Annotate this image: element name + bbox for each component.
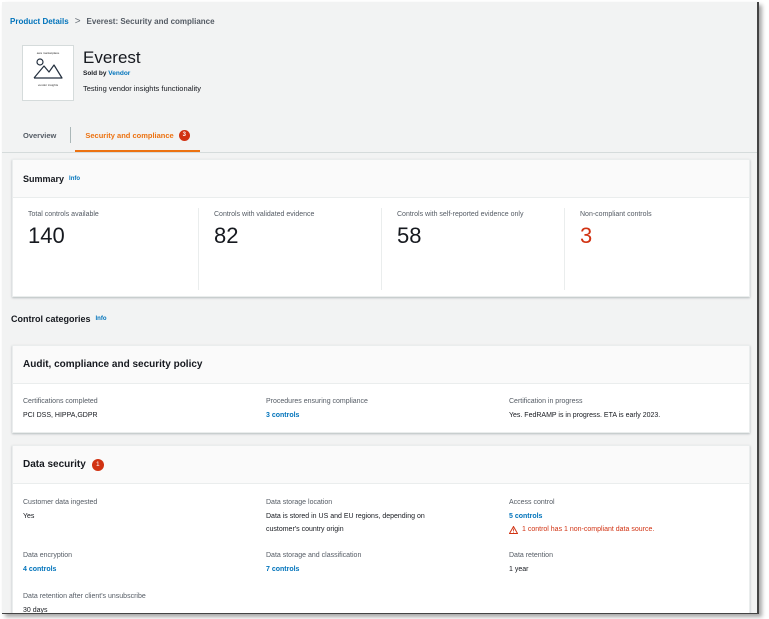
field-label: Certification in progress [509,398,583,405]
metric-non-compliant: Non-compliant controls 3 [564,208,749,290]
tab-divider [70,127,72,143]
encryption-controls-link[interactable]: 4 controls [23,566,57,573]
field-data-storage-classification: Data storage and classification 7 contro… [266,550,361,575]
field-label: Access control [509,499,555,506]
field-label: Data storage location [266,499,333,506]
field-access-control: Access control 5 controls 1 control has … [509,497,654,535]
field-label: Customer data ingested [23,499,98,506]
page-frame: Product Details > Everest: Security and … [2,2,759,614]
field-label: Data retention [509,552,553,559]
audit-compliance-card: Audit, compliance and security policy Ce… [12,345,750,433]
metric-label: Controls with self-reported evidence onl… [397,211,524,218]
field-procedures-compliance: Procedures ensuring compliance 3 control… [266,396,368,421]
breadcrumb-current: Everest: Security and compliance [86,17,215,26]
tab-count-badge: 3 [178,129,190,141]
tab-overview[interactable]: Overview [9,118,70,152]
field-value-line2: customer's country origin [266,526,344,533]
data-security-badge: 1 [91,458,104,471]
field-label: Procedures ensuring compliance [266,398,368,405]
warning-text: 1 control has 1 non-compliant data sourc… [522,526,655,533]
data-security-title: Data security [23,459,86,470]
field-data-storage-location: Data storage location Data is stored in … [266,497,425,535]
tab-security-label: Security and compliance [85,130,174,140]
metric-value: 3 [580,223,593,248]
summary-info-link[interactable]: Info [69,175,81,182]
field-value: 30 days [23,607,48,614]
field-retention-after-unsubscribe: Data retention after client's unsubscrib… [23,591,146,614]
tabs-divider-line [2,152,757,153]
control-categories-heading: Control categories Info [11,314,107,324]
metric-label: Controls with validated evidence [214,211,315,218]
field-certifications-completed: Certifications completed PCI DSS, HIPPA,… [23,396,98,421]
tab-bar: Overview Security and compliance 3 [9,118,204,152]
summary-card: Summary Info Total controls available 14… [12,159,750,297]
sold-by-label: Sold by [83,70,107,77]
summary-metrics: Total controls available 140 Controls wi… [13,208,749,290]
warning-icon [509,525,518,534]
access-control-link[interactable]: 5 controls [509,513,543,520]
audit-title: Audit, compliance and security policy [23,359,203,370]
field-customer-data-ingested: Customer data ingested Yes [23,497,97,522]
field-label: Data retention after client's unsubscrib… [23,593,146,600]
field-value: Yes [23,513,35,520]
tab-overview-label: Overview [23,130,57,140]
tab-security-and-compliance[interactable]: Security and compliance 3 [71,118,203,152]
metric-total-controls: Total controls available 140 [13,208,198,290]
metric-value: 140 [28,223,65,248]
field-label: Data encryption [23,552,73,559]
control-categories-info-link[interactable]: Info [95,316,107,322]
field-data-encryption: Data encryption 4 controls [23,550,72,575]
logo-marketplace-text: aws marketplace [36,51,60,55]
field-data-retention: Data retention 1 year [509,550,553,575]
metric-value: 82 [214,223,239,248]
logo-vendor-insights-text: vendor insights [37,83,59,87]
field-value: 1 year [509,566,529,573]
control-categories-title: Control categories [11,314,91,324]
mountain-icon [33,58,63,79]
breadcrumb-separator: > [74,16,81,27]
sold-by: Sold by Vendor [83,70,130,77]
summary-title: Summary [23,173,65,184]
field-certification-in-progress: Certification in progress Yes. FedRAMP i… [509,396,660,421]
classification-controls-link[interactable]: 7 controls [266,566,300,573]
audit-header: Audit, compliance and security policy [13,346,749,384]
metric-label: Non-compliant controls [580,211,652,218]
metric-label: Total controls available [28,211,99,218]
product-description: Testing vendor insights functionality [83,84,201,93]
summary-header: Summary Info [13,160,749,198]
access-control-warning: 1 control has 1 non-compliant data sourc… [509,524,654,535]
data-security-card: Data security 1 Customer data ingested Y… [12,445,750,614]
breadcrumb-product-details-link[interactable]: Product Details [10,17,69,26]
field-value: PCI DSS, HIPPA,GDPR [23,412,98,419]
product-name: Everest [83,48,141,67]
metric-self-reported-evidence: Controls with self-reported evidence onl… [381,208,564,290]
procedures-controls-link[interactable]: 3 controls [266,412,300,419]
product-logo: aws marketplace vendor insights [22,45,74,101]
field-label: Certifications completed [23,398,98,405]
field-value-line1: Data is stored in US and EU regions, dep… [266,513,425,520]
metric-validated-evidence: Controls with validated evidence 82 [198,208,381,290]
field-value: Yes. FedRAMP is in progress. ETA is earl… [509,412,661,419]
breadcrumb: Product Details > Everest: Security and … [10,16,215,27]
metric-value: 58 [397,223,422,248]
vendor-link[interactable]: Vendor [108,70,131,77]
field-label: Data storage and classification [266,552,362,559]
data-security-header: Data security 1 [13,446,749,484]
